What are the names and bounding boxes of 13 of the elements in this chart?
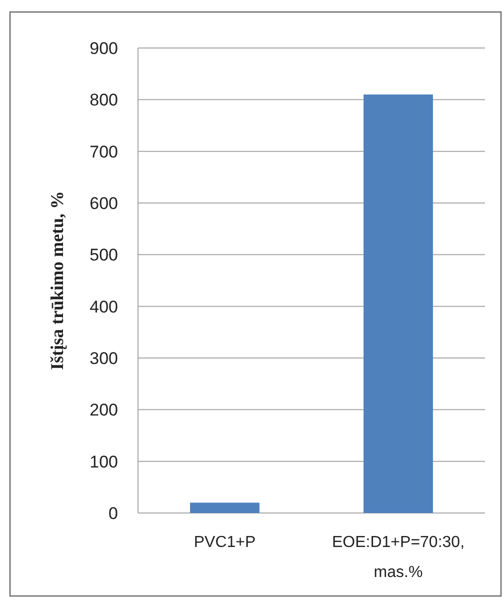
y-tick-label: 600	[90, 194, 118, 213]
y-tick-label: 200	[90, 400, 118, 420]
y-tick-label: 700	[90, 142, 118, 162]
y-tick-label: 400	[90, 297, 118, 316]
y-tick-label: 900	[90, 38, 118, 58]
y-tick-label: 0	[108, 504, 118, 523]
y-axis-title: Ištįsa trūkimo metu, %	[47, 191, 67, 370]
y-tick-label: 100	[90, 452, 118, 472]
y-tick-label: 500	[90, 246, 118, 265]
x-tick-label: EOE:D1+P=70:30, mas.%	[332, 534, 465, 581]
y-tick-label: 300	[90, 348, 118, 368]
x-tick-label: PVC1+P	[194, 534, 256, 551]
y-tick-label: 800	[90, 90, 118, 110]
